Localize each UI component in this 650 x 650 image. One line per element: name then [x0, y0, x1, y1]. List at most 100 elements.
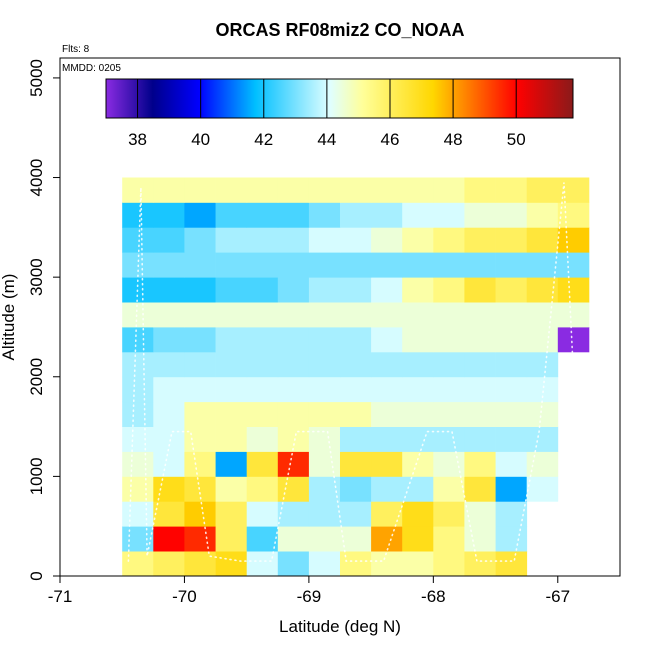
heatmap-cell: [184, 227, 216, 253]
heatmap-cell: [340, 551, 372, 577]
heatmap-cell: [215, 401, 248, 427]
chart-title: ORCAS RF08miz2 CO_NOAA: [215, 20, 464, 40]
heatmap-cell: [464, 327, 496, 353]
heatmap-cell: [153, 426, 185, 452]
heatmap-cell: [495, 277, 528, 303]
heatmap-cell: [153, 327, 185, 353]
heatmap-cell: [495, 327, 528, 353]
colorbar-gradient: [105, 78, 574, 119]
heatmap-cell: [371, 327, 403, 353]
heatmap-cell: [495, 302, 528, 328]
heatmap-cell: [402, 551, 434, 577]
heatmap-cell: [495, 177, 528, 203]
heatmap-cell: [340, 177, 372, 203]
heatmap-cell: [526, 252, 559, 278]
heatmap-cell: [495, 426, 528, 452]
heatmap-cell: [433, 376, 465, 403]
heatmap-cell: [277, 202, 310, 228]
colorbar-tick-label: 46: [381, 130, 400, 149]
heatmap-cell: [153, 202, 185, 228]
heatmap-cell: [402, 476, 434, 502]
heatmap-cell: [184, 501, 216, 527]
heatmap-cell: [277, 252, 310, 278]
heatmap-cell: [340, 277, 372, 303]
heatmap-cell: [464, 202, 496, 228]
heatmap-cell: [153, 252, 185, 278]
heatmap-cell: [402, 327, 434, 353]
heatmap-cell: [246, 451, 279, 477]
x-tick-label: -68: [421, 587, 446, 606]
heatmap-cell: [526, 202, 559, 228]
flight-track: [127, 182, 584, 562]
heatmap-cell: [464, 426, 496, 452]
heatmap-cell: [215, 327, 248, 353]
heatmap-cell: [277, 426, 310, 452]
heatmap-cell: [122, 551, 154, 577]
heatmap-cell: [340, 351, 372, 378]
heatmap-cell: [184, 451, 216, 477]
heatmap-cell: [246, 551, 279, 577]
heatmap-cell: [433, 302, 465, 328]
heatmap-cell: [340, 501, 372, 527]
heatmap-cell: [184, 177, 216, 203]
heatmap-cell: [308, 227, 341, 253]
heatmap-cell: [433, 551, 465, 577]
heatmap-cell: [402, 376, 434, 403]
heatmap-cell: [557, 277, 590, 303]
heatmap-cell: [495, 501, 528, 527]
heatmap-cell: [433, 252, 465, 278]
heatmap-cell: [464, 177, 496, 203]
heatmap-cell: [464, 227, 496, 253]
heatmap-cell: [557, 327, 590, 353]
heatmap-cell: [153, 177, 185, 203]
heatmap-cell: [340, 451, 372, 477]
heatmap-cell: [495, 252, 528, 278]
heatmap-cell: [433, 351, 465, 378]
heatmap-cell: [495, 376, 528, 403]
heatmap-cell: [402, 501, 434, 527]
heatmap-cell: [464, 476, 496, 502]
x-tick-label: -67: [545, 587, 570, 606]
heatmap-cell: [122, 177, 154, 203]
heatmap-cell: [402, 526, 434, 552]
heatmap-cell: [184, 351, 216, 378]
heatmap-cell: [371, 351, 403, 378]
heatmap-cell: [464, 501, 496, 527]
y-tick-label: 4000: [27, 159, 46, 197]
heatmap-cell: [464, 451, 496, 477]
heatmap-cell: [557, 202, 590, 228]
heatmap-cell: [215, 426, 248, 452]
heatmap-cell: [340, 252, 372, 278]
heatmap-cell: [340, 526, 372, 552]
heatmap-cell: [495, 526, 528, 552]
heatmap-cell: [246, 476, 279, 502]
heatmap-cell: [277, 177, 310, 203]
heatmap-cell: [308, 351, 341, 378]
heatmap-cells: [122, 177, 590, 577]
heatmap-cell: [246, 376, 279, 403]
heatmap-cell: [371, 401, 403, 427]
heatmap-cell: [557, 252, 590, 278]
heatmap-cell: [371, 277, 403, 303]
heatmap-cell: [277, 327, 310, 353]
heatmap-cell: [277, 401, 310, 427]
colorbar-tick-label: 48: [444, 130, 463, 149]
heatmap-cell: [153, 227, 185, 253]
heatmap-cell: [308, 401, 341, 427]
heatmap-cell: [495, 227, 528, 253]
heatmap-cell: [495, 351, 528, 378]
heatmap-cell: [246, 501, 279, 527]
heatmap-cell: [246, 227, 279, 253]
y-tick-label: 1000: [27, 457, 46, 495]
heatmap-cell: [371, 177, 403, 203]
heatmap-cell: [557, 302, 590, 328]
heatmap-cell: [371, 526, 403, 552]
heatmap-cell: [308, 277, 341, 303]
heatmap-cell: [122, 426, 154, 452]
date-label: MMDD: 0205: [62, 63, 121, 74]
heatmap-cell: [371, 252, 403, 278]
heatmap-cell: [215, 526, 248, 552]
heatmap-cell: [184, 327, 216, 353]
heatmap-cell: [184, 277, 216, 303]
heatmap-cell: [308, 426, 341, 452]
